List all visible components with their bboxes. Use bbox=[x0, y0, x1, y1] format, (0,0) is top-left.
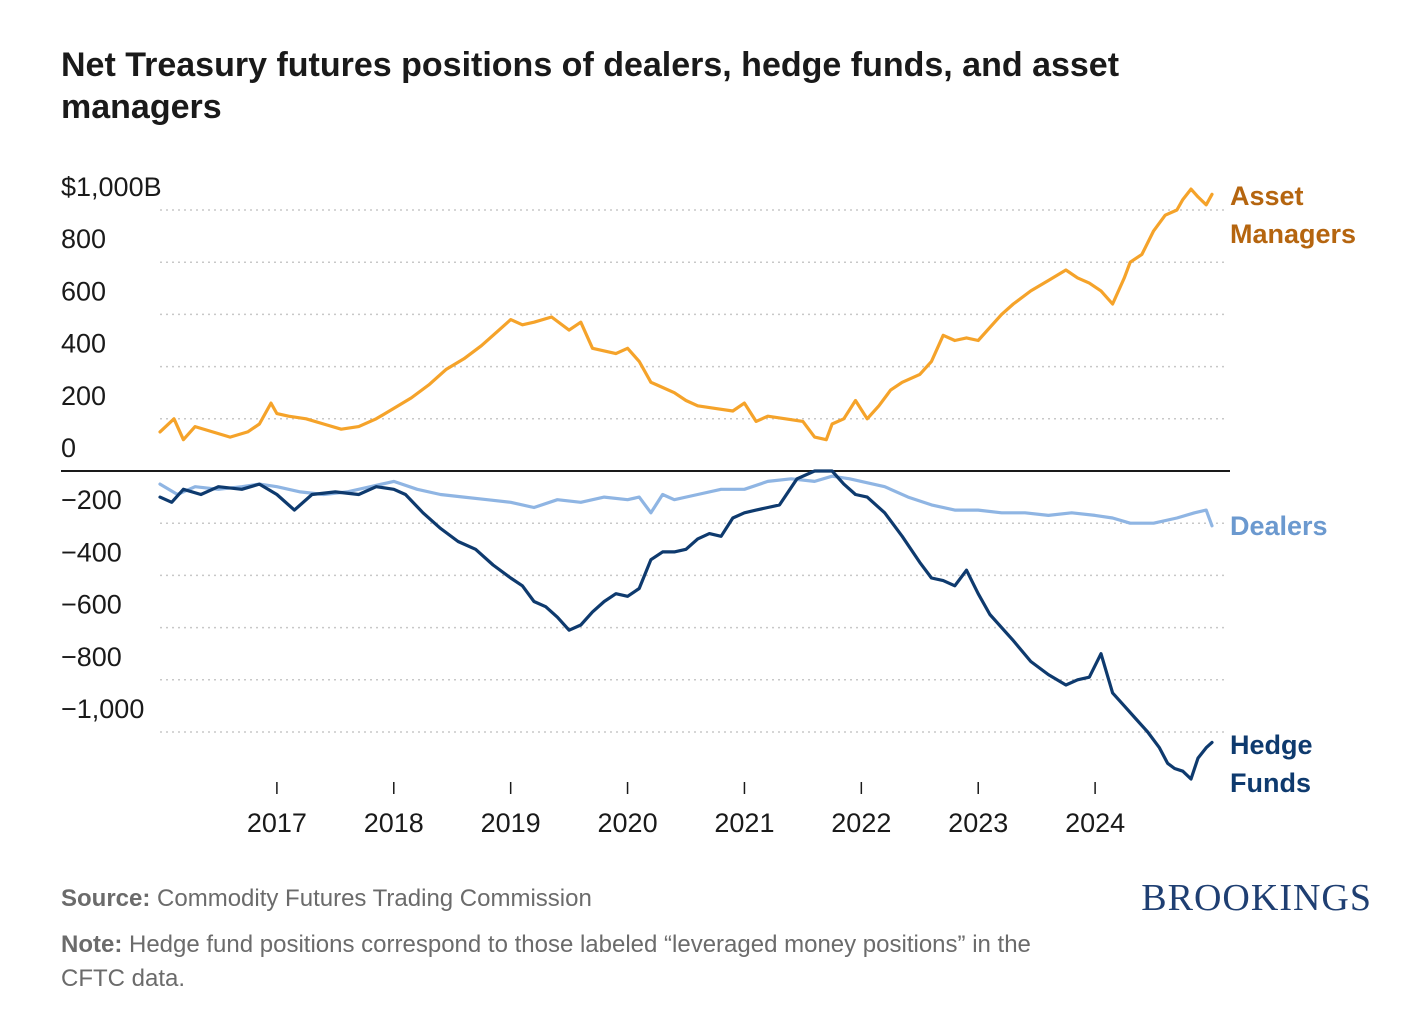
series-lines bbox=[158, 187, 1214, 781]
chart-title: Net Treasury futures positions of dealer… bbox=[61, 46, 1120, 126]
source-line: Source: Commodity Futures Trading Commis… bbox=[61, 882, 592, 916]
y-tick-label: −800 bbox=[61, 642, 122, 672]
series-labels: Dealers Asset Managers Hedge Funds bbox=[1230, 181, 1356, 798]
series-label-asset-managers: Asset bbox=[1230, 181, 1304, 211]
note-label: Note: bbox=[61, 931, 123, 958]
y-tick-label: 0 bbox=[61, 433, 76, 463]
line-chart: $1,000B 800 600 400 200 0 −200 −400 −600 −800 −1,0… bbox=[61, 172, 1356, 838]
series-line-asset-managers bbox=[158, 187, 1214, 442]
series-label-hedge-funds: Hedge bbox=[1230, 730, 1313, 760]
note-text: Hedge fund positions correspond to those… bbox=[61, 931, 1031, 992]
x-tick-label: 2018 bbox=[364, 808, 424, 838]
y-tick-label: 400 bbox=[61, 329, 106, 359]
gridlines bbox=[61, 209, 1230, 733]
series-label-hedge-funds: Funds bbox=[1230, 768, 1311, 798]
x-tick-label: 2021 bbox=[714, 808, 774, 838]
y-tick-label: 800 bbox=[61, 224, 106, 254]
y-tick-label: 200 bbox=[61, 381, 106, 411]
x-tick-label: 2024 bbox=[1065, 808, 1125, 838]
x-tick-label: 2023 bbox=[948, 808, 1008, 838]
y-tick-label: $1,000B bbox=[61, 172, 162, 202]
series-line-hedge-funds bbox=[158, 469, 1214, 781]
x-axis-ticks: 2017 2018 2019 2020 2021 2022 2023 2024 bbox=[247, 782, 1125, 838]
note-line: Note: Hedge fund positions correspond to… bbox=[61, 928, 1041, 996]
series-line-dealers bbox=[158, 474, 1214, 528]
y-tick-label: −200 bbox=[61, 485, 122, 515]
x-tick-label: 2019 bbox=[481, 808, 541, 838]
series-label-asset-managers: Managers bbox=[1230, 219, 1356, 249]
source-label: Source: bbox=[61, 885, 151, 912]
series-label-dealers: Dealers bbox=[1230, 511, 1328, 541]
x-tick-label: 2020 bbox=[598, 808, 658, 838]
y-tick-label: −400 bbox=[61, 537, 122, 567]
brookings-logo: BROOKINGS bbox=[1141, 877, 1372, 919]
x-tick-label: 2017 bbox=[247, 808, 307, 838]
x-tick-label: 2022 bbox=[831, 808, 891, 838]
y-axis-ticks: $1,000B 800 600 400 200 0 −200 −400 −600 −800 −1,0… bbox=[61, 172, 162, 724]
source-text: Commodity Futures Trading Commission bbox=[157, 885, 592, 912]
y-tick-label: 600 bbox=[61, 276, 106, 306]
y-tick-label: −600 bbox=[61, 590, 122, 620]
y-tick-label: −1,000 bbox=[61, 694, 144, 724]
